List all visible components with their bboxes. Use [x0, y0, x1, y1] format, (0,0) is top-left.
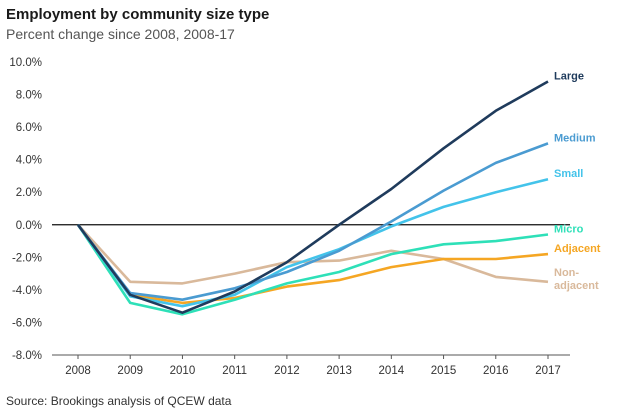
x-tick-label: 2011: [222, 365, 247, 377]
series-label-non-adjacent: Non-adjacent: [554, 267, 599, 292]
line-chart: -8.0% -6.0% -4.0% -2.0% 0.0% 2.0% 4.0% 6.0% 8.0%…: [9, 57, 601, 377]
x-tick-label: 2012: [274, 365, 300, 377]
x-tick-label: 2013: [326, 365, 352, 377]
series-label-line: Micro: [554, 224, 584, 236]
series-label-micro: Micro: [554, 224, 584, 236]
y-tick-label: 8.0%: [16, 90, 42, 102]
x-tick-label: 2015: [431, 365, 457, 377]
y-tick-label: 10.0%: [9, 57, 42, 69]
y-tick-label: -2.0%: [12, 252, 42, 264]
series-line-medium: [76, 142, 549, 302]
y-tick-label: -4.0%: [12, 285, 42, 297]
series-label-line: Adjacent: [554, 243, 601, 255]
series-label-line: Medium: [554, 132, 596, 144]
x-tick-label: 2016: [483, 365, 509, 377]
x-tick-label: 2010: [170, 365, 196, 377]
series-label-line: Non-: [554, 267, 579, 279]
x-tick-label: 2008: [65, 365, 91, 377]
y-tick-label: 4.0%: [16, 155, 42, 167]
x-tick-label: 2017: [535, 365, 561, 377]
y-tick-label: 6.0%: [16, 122, 42, 134]
y-tick-label: 0.0%: [16, 220, 42, 232]
x-axis: 2008 2009 2010 2011 2012 2013 2014 2015 2016 2017: [52, 354, 570, 377]
y-tick-label: -8.0%: [12, 350, 42, 362]
series-lines: [76, 80, 549, 316]
y-axis: -8.0% -6.0% -4.0% -2.0% 0.0% 2.0% 4.0% 6.0% 8.0%…: [9, 57, 42, 362]
series-label-line: adjacent: [554, 280, 599, 292]
series-line-adjacent: [76, 224, 549, 305]
series-label-line: Small: [554, 168, 583, 180]
chart-title: Employment by community size type: [6, 6, 270, 23]
series-line-micro: [76, 224, 549, 316]
y-tick-label: 2.0%: [16, 187, 42, 199]
series-line-small: [76, 177, 549, 308]
series-labels: Large Medium Small Micro Adjacent Non-adjacen…: [554, 71, 601, 292]
series-label-adjacent: Adjacent: [554, 243, 601, 255]
y-tick-label: -6.0%: [12, 317, 42, 329]
series-line-non-adjacent: [77, 223, 549, 285]
series-label-line: Large: [554, 71, 584, 83]
source-note: Source: Brookings analysis of QCEW data: [6, 394, 232, 408]
series-label-medium: Medium: [554, 132, 596, 144]
series-label-small: Small: [554, 168, 583, 180]
series-label-large: Large: [554, 71, 584, 83]
x-tick-label: 2014: [379, 365, 405, 377]
x-tick-label: 2009: [117, 365, 143, 377]
chart-subtitle: Percent change since 2008, 2008-17: [6, 26, 235, 42]
series-line-large: [76, 80, 549, 315]
